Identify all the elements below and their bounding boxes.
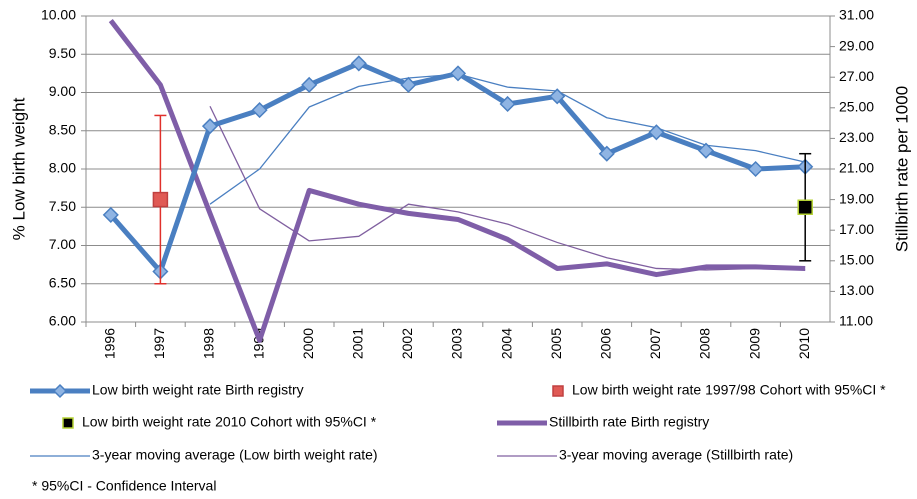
series-line — [108, 19, 806, 343]
marker — [549, 88, 566, 105]
legend-marker — [62, 417, 74, 429]
marker — [499, 95, 516, 113]
legend-label: Low birth weight rate 2010 Cohort with 9… — [82, 414, 377, 430]
legend-marker — [52, 383, 68, 399]
marker — [648, 124, 665, 141]
y-tick-label: 7.50 — [49, 198, 76, 214]
x-tick-label: 2007 — [647, 328, 663, 359]
x-tick-label: 1997 — [151, 328, 167, 359]
footnote: * 95%CI - Confidence Interval — [32, 478, 216, 494]
legend-label: Low birth weight rate Birth registry — [92, 382, 304, 398]
series-line — [209, 105, 806, 271]
marker — [152, 191, 169, 208]
y2-tick-label: 27.00 — [839, 68, 874, 84]
marker — [400, 76, 417, 93]
x-tick-label: 2006 — [598, 328, 614, 359]
y2-tick-label: 31.00 — [839, 7, 874, 23]
x-tick-label: 2010 — [796, 328, 812, 359]
y2-tick-label: 17.00 — [839, 221, 874, 237]
marker — [251, 102, 268, 119]
y-axis-label: % Low birth weight — [9, 97, 28, 240]
marker — [301, 76, 318, 93]
y2-tick-label: 15.00 — [839, 252, 874, 268]
legend-label: 3-year moving average (Stillbirth rate) — [559, 447, 793, 463]
legend-marker — [552, 385, 564, 397]
marker — [697, 142, 715, 159]
y2-tick-label: 25.00 — [839, 99, 874, 115]
y-tick-label: 8.50 — [49, 121, 76, 137]
series-line — [209, 73, 806, 205]
y-tick-label: 8.00 — [49, 160, 76, 176]
y-tick-label: 9.00 — [49, 83, 76, 99]
y-tick-label: 9.50 — [49, 45, 76, 61]
x-tick-label: 1998 — [201, 328, 217, 359]
x-tick-label: 1996 — [102, 328, 118, 359]
x-tick-label: 2002 — [399, 328, 415, 359]
y-tick-label: 10.00 — [41, 7, 76, 23]
marker — [747, 160, 764, 178]
x-tick-label: 2004 — [498, 328, 514, 359]
marker — [350, 55, 367, 72]
y2-tick-label: 21.00 — [839, 160, 874, 176]
x-tick-label: 2003 — [449, 328, 465, 359]
y2-tick-label: 23.00 — [839, 129, 874, 145]
y2-axis-label: Stillbirth rate per 1000 — [892, 86, 911, 252]
y-tick-label: 6.00 — [49, 313, 76, 329]
marker — [201, 118, 219, 135]
legend-label: 3-year moving average (Low birth weight … — [92, 447, 378, 463]
marker — [797, 199, 813, 215]
x-tick-label: 2001 — [350, 328, 366, 359]
x-tick-label: 2009 — [746, 328, 762, 359]
x-tick-label: 2005 — [548, 328, 564, 359]
marker — [449, 65, 467, 82]
legend-label: Stillbirth rate Birth registry — [549, 414, 709, 430]
x-tick-label: 2008 — [697, 328, 713, 359]
y2-tick-label: 11.00 — [839, 313, 873, 329]
x-tick-label: 2000 — [300, 328, 316, 359]
marker — [598, 145, 615, 162]
series-line — [108, 60, 806, 275]
legend-label: Low birth weight rate 1997/98 Cohort wit… — [572, 382, 886, 398]
marker — [102, 206, 119, 223]
y2-tick-label: 29.00 — [839, 37, 874, 53]
y2-tick-label: 13.00 — [839, 282, 874, 298]
y-tick-label: 6.50 — [49, 274, 76, 290]
y-tick-label: 7.00 — [49, 236, 76, 252]
y2-tick-label: 19.00 — [839, 190, 874, 206]
